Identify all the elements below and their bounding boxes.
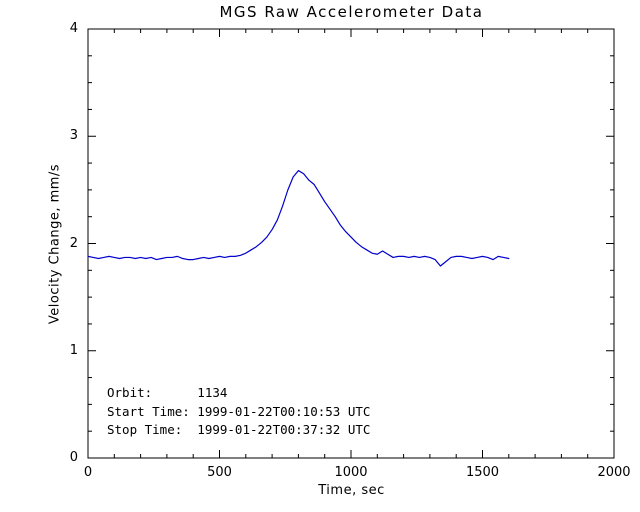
x-tick-label: 0 (83, 465, 93, 480)
x-tick-label: 2000 (597, 465, 631, 480)
y-tick-label: 3 (69, 128, 78, 144)
chart-title: MGS Raw Accelerometer Data (219, 3, 484, 21)
y-tick-label: 0 (69, 450, 78, 465)
y-tick-label: 1 (69, 342, 78, 358)
y-tick-label: 4 (69, 21, 78, 36)
x-axis-label: Time, sec (318, 483, 385, 498)
y-tick-label: 2 (69, 235, 78, 251)
annotation-line-1: Start Time: 1999-01-22T00:10:53 UTC (107, 403, 371, 419)
data-line-velocity-change (87, 169, 510, 267)
x-tick-label: 1000 (334, 465, 368, 480)
x-tick-label: 1500 (465, 465, 500, 480)
x-tick-label: 500 (207, 465, 232, 480)
annotation-line-0: Orbit: 1134 (107, 385, 228, 400)
annotation-line-2: Stop Time: 1999-01-22T00:37:32 UTC (107, 422, 371, 437)
